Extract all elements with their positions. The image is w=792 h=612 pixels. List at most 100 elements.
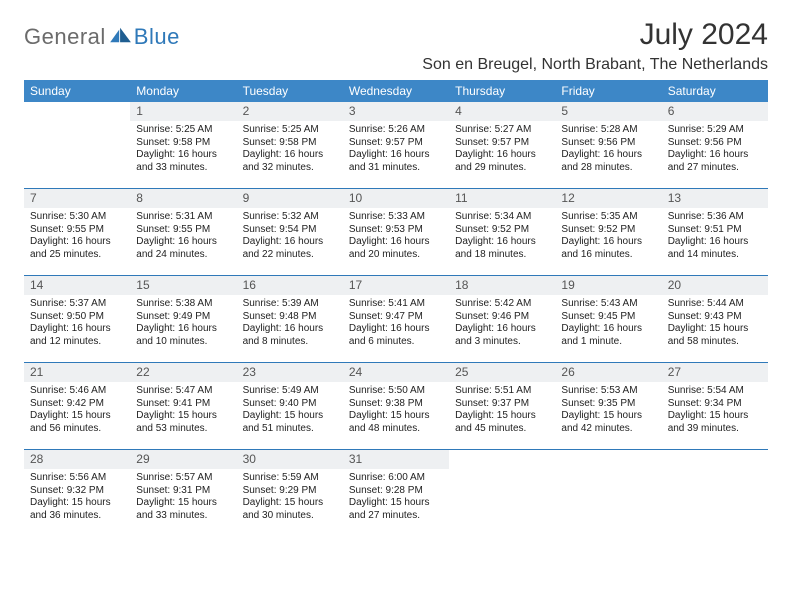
calendar-cell: 10Sunrise: 5:33 AMSunset: 9:53 PMDayligh… [343, 189, 449, 275]
daylight-line: Daylight: 16 hours and 28 minutes. [561, 149, 655, 174]
cell-body: Sunrise: 5:36 AMSunset: 9:51 PMDaylight:… [662, 208, 768, 265]
calendar-cell: 13Sunrise: 5:36 AMSunset: 9:51 PMDayligh… [662, 189, 768, 275]
daylight-line: Daylight: 16 hours and 10 minutes. [136, 323, 230, 348]
day-number: 20 [662, 276, 768, 295]
calendar-cell: 12Sunrise: 5:35 AMSunset: 9:52 PMDayligh… [555, 189, 661, 275]
calendar-cell: 8Sunrise: 5:31 AMSunset: 9:55 PMDaylight… [130, 189, 236, 275]
sunset-line: Sunset: 9:45 PM [561, 311, 655, 324]
sunrise-line: Sunrise: 5:54 AM [668, 385, 762, 398]
cell-body: Sunrise: 5:51 AMSunset: 9:37 PMDaylight:… [449, 382, 555, 439]
calendar-week: 14Sunrise: 5:37 AMSunset: 9:50 PMDayligh… [24, 275, 768, 362]
brand-general: General [24, 24, 106, 50]
calendar-cell [662, 450, 768, 536]
daylight-line: Daylight: 16 hours and 22 minutes. [243, 236, 337, 261]
day-number [555, 450, 661, 454]
month-title: July 2024 [422, 18, 768, 52]
day-number: 8 [130, 189, 236, 208]
cell-body: Sunrise: 5:41 AMSunset: 9:47 PMDaylight:… [343, 295, 449, 352]
calendar-cell: 16Sunrise: 5:39 AMSunset: 9:48 PMDayligh… [237, 276, 343, 362]
cell-body: Sunrise: 6:00 AMSunset: 9:28 PMDaylight:… [343, 469, 449, 526]
day-number: 30 [237, 450, 343, 469]
sunrise-line: Sunrise: 5:46 AM [30, 385, 124, 398]
cell-body: Sunrise: 5:30 AMSunset: 9:55 PMDaylight:… [24, 208, 130, 265]
sunrise-line: Sunrise: 5:25 AM [243, 124, 337, 137]
day-number: 18 [449, 276, 555, 295]
calendar-cell: 11Sunrise: 5:34 AMSunset: 9:52 PMDayligh… [449, 189, 555, 275]
sunset-line: Sunset: 9:31 PM [136, 485, 230, 498]
sunset-line: Sunset: 9:41 PM [136, 398, 230, 411]
daylight-line: Daylight: 15 hours and 45 minutes. [455, 410, 549, 435]
sunrise-line: Sunrise: 5:43 AM [561, 298, 655, 311]
weekday-header: Wednesday [343, 80, 449, 102]
daylight-line: Daylight: 16 hours and 25 minutes. [30, 236, 124, 261]
cell-body: Sunrise: 5:34 AMSunset: 9:52 PMDaylight:… [449, 208, 555, 265]
cell-body: Sunrise: 5:26 AMSunset: 9:57 PMDaylight:… [343, 121, 449, 178]
cell-body: Sunrise: 5:49 AMSunset: 9:40 PMDaylight:… [237, 382, 343, 439]
calendar-cell: 21Sunrise: 5:46 AMSunset: 9:42 PMDayligh… [24, 363, 130, 449]
sunrise-line: Sunrise: 5:39 AM [243, 298, 337, 311]
sunset-line: Sunset: 9:40 PM [243, 398, 337, 411]
daylight-line: Daylight: 15 hours and 33 minutes. [136, 497, 230, 522]
sunset-line: Sunset: 9:46 PM [455, 311, 549, 324]
daylight-line: Daylight: 16 hours and 24 minutes. [136, 236, 230, 261]
cell-body: Sunrise: 5:56 AMSunset: 9:32 PMDaylight:… [24, 469, 130, 526]
calendar-cell: 9Sunrise: 5:32 AMSunset: 9:54 PMDaylight… [237, 189, 343, 275]
day-number: 1 [130, 102, 236, 121]
sunrise-line: Sunrise: 5:51 AM [455, 385, 549, 398]
daylight-line: Daylight: 15 hours and 27 minutes. [349, 497, 443, 522]
day-number: 24 [343, 363, 449, 382]
day-number: 7 [24, 189, 130, 208]
sunrise-line: Sunrise: 5:31 AM [136, 211, 230, 224]
sunset-line: Sunset: 9:37 PM [455, 398, 549, 411]
sunset-line: Sunset: 9:58 PM [243, 137, 337, 150]
calendar-cell: 2Sunrise: 5:25 AMSunset: 9:58 PMDaylight… [237, 102, 343, 188]
daylight-line: Daylight: 16 hours and 32 minutes. [243, 149, 337, 174]
daylight-line: Daylight: 16 hours and 12 minutes. [30, 323, 124, 348]
day-number: 31 [343, 450, 449, 469]
daylight-line: Daylight: 16 hours and 3 minutes. [455, 323, 549, 348]
sunrise-line: Sunrise: 5:30 AM [30, 211, 124, 224]
day-number: 22 [130, 363, 236, 382]
weekday-header: Tuesday [237, 80, 343, 102]
calendar-cell: 19Sunrise: 5:43 AMSunset: 9:45 PMDayligh… [555, 276, 661, 362]
day-number: 5 [555, 102, 661, 121]
calendar-week: 7Sunrise: 5:30 AMSunset: 9:55 PMDaylight… [24, 188, 768, 275]
cell-body: Sunrise: 5:27 AMSunset: 9:57 PMDaylight:… [449, 121, 555, 178]
day-number: 19 [555, 276, 661, 295]
calendar-week: 21Sunrise: 5:46 AMSunset: 9:42 PMDayligh… [24, 362, 768, 449]
day-number: 28 [24, 450, 130, 469]
daylight-line: Daylight: 16 hours and 14 minutes. [668, 236, 762, 261]
daylight-line: Daylight: 16 hours and 8 minutes. [243, 323, 337, 348]
calendar-week: 28Sunrise: 5:56 AMSunset: 9:32 PMDayligh… [24, 449, 768, 536]
day-number: 4 [449, 102, 555, 121]
day-number: 29 [130, 450, 236, 469]
calendar-cell: 7Sunrise: 5:30 AMSunset: 9:55 PMDaylight… [24, 189, 130, 275]
cell-body: Sunrise: 5:35 AMSunset: 9:52 PMDaylight:… [555, 208, 661, 265]
header: General Blue July 2024 Son en Breugel, N… [24, 18, 768, 74]
day-number: 14 [24, 276, 130, 295]
calendar-cell [555, 450, 661, 536]
daylight-line: Daylight: 15 hours and 30 minutes. [243, 497, 337, 522]
daylight-line: Daylight: 16 hours and 6 minutes. [349, 323, 443, 348]
cell-body: Sunrise: 5:39 AMSunset: 9:48 PMDaylight:… [237, 295, 343, 352]
sunrise-line: Sunrise: 5:49 AM [243, 385, 337, 398]
cell-body: Sunrise: 5:31 AMSunset: 9:55 PMDaylight:… [130, 208, 236, 265]
weekday-header: Friday [555, 80, 661, 102]
sunset-line: Sunset: 9:42 PM [30, 398, 124, 411]
cell-body: Sunrise: 5:42 AMSunset: 9:46 PMDaylight:… [449, 295, 555, 352]
daylight-line: Daylight: 16 hours and 27 minutes. [668, 149, 762, 174]
day-number: 26 [555, 363, 661, 382]
daylight-line: Daylight: 16 hours and 33 minutes. [136, 149, 230, 174]
sunset-line: Sunset: 9:43 PM [668, 311, 762, 324]
title-block: July 2024 Son en Breugel, North Brabant,… [422, 18, 768, 74]
sunset-line: Sunset: 9:56 PM [561, 137, 655, 150]
weekday-header: Saturday [662, 80, 768, 102]
cell-body: Sunrise: 5:28 AMSunset: 9:56 PMDaylight:… [555, 121, 661, 178]
daylight-line: Daylight: 15 hours and 56 minutes. [30, 410, 124, 435]
calendar-cell: 24Sunrise: 5:50 AMSunset: 9:38 PMDayligh… [343, 363, 449, 449]
calendar-cell: 31Sunrise: 6:00 AMSunset: 9:28 PMDayligh… [343, 450, 449, 536]
weekday-header: Monday [130, 80, 236, 102]
calendar-cell: 5Sunrise: 5:28 AMSunset: 9:56 PMDaylight… [555, 102, 661, 188]
calendar-cell: 20Sunrise: 5:44 AMSunset: 9:43 PMDayligh… [662, 276, 768, 362]
daylight-line: Daylight: 15 hours and 39 minutes. [668, 410, 762, 435]
